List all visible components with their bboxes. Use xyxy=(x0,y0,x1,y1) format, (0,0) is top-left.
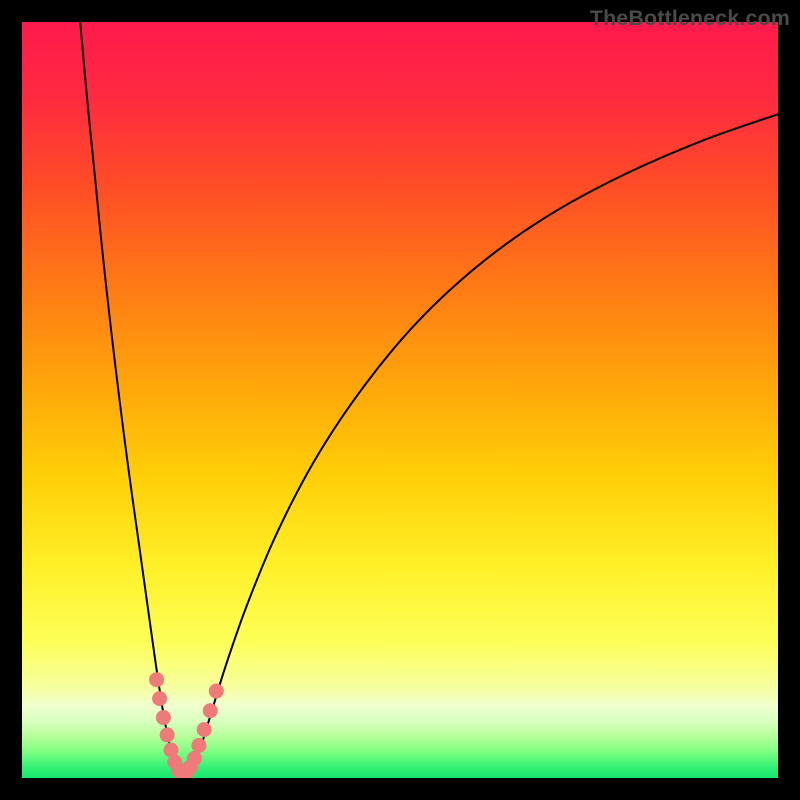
frame-left xyxy=(0,0,22,800)
optimal-marker-dot xyxy=(191,738,206,753)
plot-background xyxy=(22,22,778,778)
optimal-marker-dot xyxy=(152,691,167,706)
chart-container: TheBottleneck.com xyxy=(0,0,800,800)
optimal-marker-dot xyxy=(203,703,218,718)
frame-bottom xyxy=(0,778,800,800)
optimal-marker-dot xyxy=(149,672,164,687)
frame-right xyxy=(778,0,800,800)
bottleneck-chart xyxy=(0,0,800,800)
optimal-marker-dot xyxy=(156,710,171,725)
watermark-text: TheBottleneck.com xyxy=(590,6,790,31)
optimal-marker-dot xyxy=(187,751,202,766)
optimal-marker-dot xyxy=(209,684,224,699)
optimal-marker-dot xyxy=(160,727,175,742)
optimal-marker-dot xyxy=(197,722,212,737)
